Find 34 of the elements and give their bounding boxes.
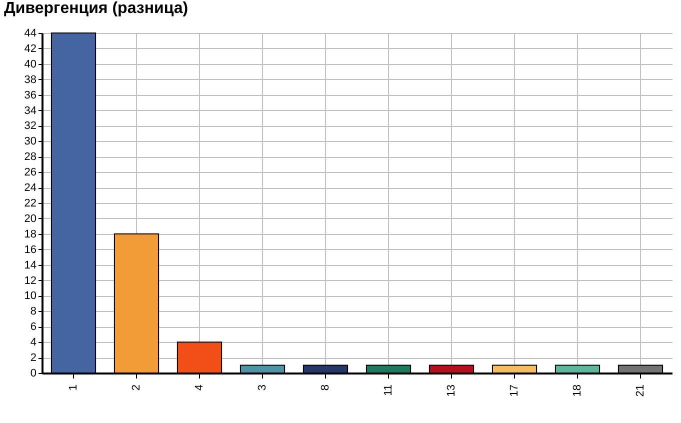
- x-tick-label: 18: [572, 384, 584, 397]
- y-tick-label: 10: [24, 290, 36, 302]
- x-tick-label: 13: [446, 384, 458, 397]
- y-tick-label: 34: [24, 104, 36, 117]
- x-tick-label: 11: [382, 384, 394, 396]
- y-tick-label: 28: [24, 151, 36, 164]
- y-tick-label: 2: [30, 352, 36, 364]
- chart-title: Дивергенция (разница): [4, 0, 188, 17]
- x-tick-label: 3: [256, 384, 268, 391]
- x-tick-label: 2: [130, 384, 142, 391]
- y-tick-label: 22: [24, 198, 36, 210]
- y-tick-label: 30: [24, 136, 36, 148]
- y-tick-label: 24: [24, 182, 36, 194]
- x-tick-label: 8: [320, 384, 332, 391]
- y-tick-label: 40: [24, 58, 36, 70]
- y-tick-label: 8: [30, 306, 36, 318]
- y-tick-label: 36: [24, 89, 36, 102]
- x-tick-label: 1: [68, 384, 80, 391]
- y-tick-label: 0: [30, 368, 36, 380]
- y-tick-label: 26: [24, 166, 36, 179]
- x-tick-label: 4: [194, 384, 206, 391]
- y-tick-label: 38: [24, 74, 36, 86]
- y-tick-label: 18: [24, 228, 36, 240]
- y-tick-label: 12: [24, 274, 36, 287]
- y-tick-label: 20: [24, 212, 36, 225]
- y-tick-label: 4: [30, 336, 36, 349]
- y-tick-label: 14: [24, 259, 36, 272]
- x-tick-label: 21: [634, 384, 646, 397]
- y-tick-label: 44: [24, 28, 36, 40]
- y-tick-label: 32: [24, 120, 36, 132]
- y-tick-label: 42: [24, 42, 36, 55]
- x-tick-label: 17: [508, 384, 520, 397]
- y-tick-label: 16: [24, 244, 36, 256]
- y-tick-label: 6: [30, 321, 36, 334]
